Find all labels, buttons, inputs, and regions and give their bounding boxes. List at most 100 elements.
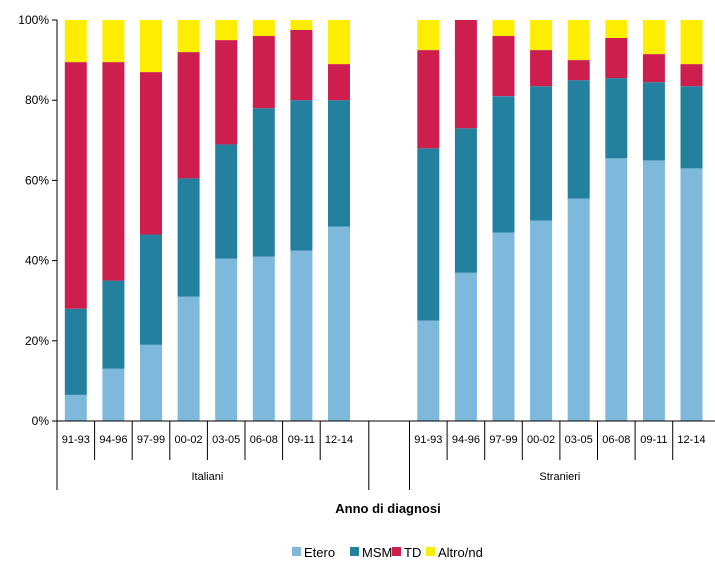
category-label: 06-08 (250, 434, 278, 446)
bar-segment (102, 368, 125, 421)
bar-segment (290, 100, 313, 251)
bar-segment (567, 20, 590, 61)
bar-segment (530, 86, 553, 221)
bar-segment (328, 100, 350, 227)
bar-segment (567, 60, 590, 81)
bar-segment (252, 256, 275, 421)
legend-swatch (350, 547, 359, 556)
legend-label: Altro/nd (438, 545, 483, 560)
bar-segment (177, 52, 200, 179)
y-tick-label: 60% (25, 173, 49, 187)
bar-segment (252, 36, 275, 109)
category-label: 00-02 (175, 434, 203, 446)
bar-segment (290, 30, 313, 101)
category-label: 09-11 (288, 434, 315, 446)
legend-swatch (426, 547, 435, 556)
bar-segment (454, 20, 477, 129)
bar-segment (642, 82, 665, 161)
bar-segment (252, 108, 275, 257)
bar-segment (680, 168, 703, 421)
bars-layer (64, 20, 703, 422)
bar-segment (492, 96, 515, 233)
labels-layer: 91-93 94-96 97-99 00-02 03-05 06-08 09-11 12-14… (18, 13, 705, 483)
bar-segment (680, 20, 703, 65)
legend-label: MSM (362, 545, 392, 560)
bar-segment (290, 250, 313, 421)
bar-segment (140, 72, 162, 235)
bar-segment (64, 20, 87, 63)
bar-segment (530, 220, 553, 421)
bar-segment (492, 20, 515, 36)
bar-segment (642, 20, 665, 55)
bar-segment (215, 144, 238, 259)
legend-label: TD (404, 545, 421, 560)
y-tick-label: 40% (25, 254, 49, 268)
bar-segment (102, 62, 125, 281)
bar-segment (530, 50, 553, 87)
bar-segment (567, 80, 590, 199)
bar-segment (290, 20, 313, 30)
category-label: 91-93 (414, 434, 442, 446)
category-label: 94-96 (452, 434, 480, 446)
category-label: 97-99 (489, 434, 517, 446)
bar-segment (102, 20, 125, 63)
bar-segment (64, 62, 87, 309)
bar-segment (215, 40, 238, 145)
bar-segment (64, 394, 87, 421)
bar-segment (492, 232, 515, 421)
bar-segment (454, 128, 477, 273)
bar-segment (454, 272, 477, 421)
y-tick-label: 0% (32, 414, 50, 428)
group-label: Stranieri (539, 471, 580, 483)
bar-segment (530, 20, 553, 51)
bar-segment (417, 50, 440, 149)
bar-segment (605, 78, 628, 159)
bar-segment (140, 20, 162, 73)
bar-segment (102, 280, 125, 369)
category-label: 12-14 (677, 434, 705, 446)
bar-segment (642, 160, 665, 422)
legend-label: Etero (304, 545, 335, 560)
bar-segment (680, 86, 703, 169)
bar-segment (642, 54, 665, 83)
bar-segment (605, 38, 628, 79)
group-label: Italiani (192, 471, 224, 483)
bar-segment (417, 20, 440, 51)
category-label: 91-93 (62, 434, 90, 446)
category-label: 03-05 (212, 434, 240, 446)
bar-segment (492, 36, 515, 97)
category-label: 06-08 (602, 434, 630, 446)
bar-segment (64, 308, 87, 395)
bar-segment (177, 20, 200, 53)
bar-segment (567, 198, 590, 421)
bar-segment (252, 20, 275, 36)
bar-segment (177, 296, 200, 421)
category-label: 12-14 (325, 434, 353, 446)
bar-segment (605, 158, 628, 422)
x-axis-title: Anno di diagnosi (335, 501, 440, 516)
axes-layer (52, 19, 715, 490)
y-tick-label: 20% (25, 334, 49, 348)
bar-segment (417, 148, 440, 321)
category-label: 03-05 (565, 434, 593, 446)
bar-segment (177, 178, 200, 297)
legend-swatch (292, 547, 301, 556)
y-tick-label: 80% (25, 93, 49, 107)
bar-segment (215, 258, 238, 421)
bar-segment (328, 20, 350, 65)
legend: Etero MSM TD Altro/nd (292, 545, 483, 560)
category-label: 94-96 (99, 434, 127, 446)
bar-segment (417, 320, 440, 422)
bar-segment (328, 64, 350, 101)
y-tick-label: 100% (18, 13, 49, 27)
bar-segment (140, 234, 162, 345)
bar-segment (328, 226, 350, 421)
bar-segment (605, 20, 628, 38)
legend-swatch (392, 547, 401, 556)
category-label: 00-02 (527, 434, 555, 446)
bar-segment (215, 20, 238, 41)
bar-segment (680, 64, 703, 87)
category-label: 09-11 (640, 434, 667, 446)
bar-segment (140, 344, 162, 421)
